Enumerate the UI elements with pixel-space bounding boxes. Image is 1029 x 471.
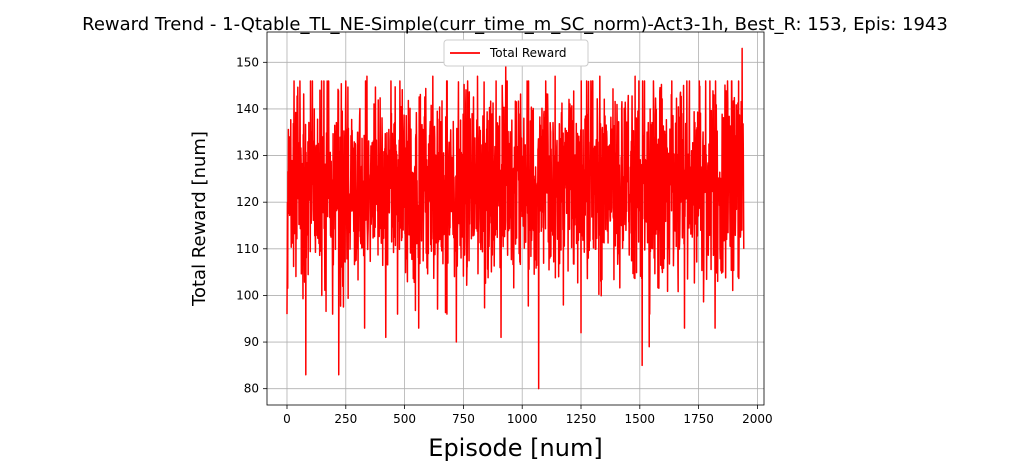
x-tick-label: 0 bbox=[283, 412, 291, 426]
y-tick-label: 140 bbox=[236, 102, 259, 116]
x-tick-label: 1250 bbox=[566, 412, 597, 426]
x-tick-label: 1500 bbox=[625, 412, 656, 426]
x-tick-label: 750 bbox=[452, 412, 475, 426]
y-tick-label: 130 bbox=[236, 149, 259, 163]
y-tick-label: 110 bbox=[236, 242, 259, 256]
x-tick-label: 250 bbox=[334, 412, 357, 426]
legend-label: Total Reward bbox=[489, 46, 567, 60]
x-tick-label: 2000 bbox=[742, 412, 773, 426]
y-tick-label: 120 bbox=[236, 195, 259, 209]
x-tick-label: 500 bbox=[393, 412, 416, 426]
y-tick-label: 90 bbox=[244, 335, 259, 349]
x-tick-label: 1750 bbox=[683, 412, 714, 426]
series-line-total-reward bbox=[287, 48, 744, 388]
y-tick-label: 80 bbox=[244, 382, 259, 396]
y-tick-label: 150 bbox=[236, 55, 259, 69]
series-line-group bbox=[287, 48, 744, 388]
y-tick-label: 100 bbox=[236, 288, 259, 302]
y-axis-label: Total Reward [num] bbox=[189, 131, 210, 307]
legend: Total Reward bbox=[444, 40, 588, 66]
x-tick-label: 1000 bbox=[507, 412, 538, 426]
x-axis-label: Episode [num] bbox=[428, 434, 602, 462]
